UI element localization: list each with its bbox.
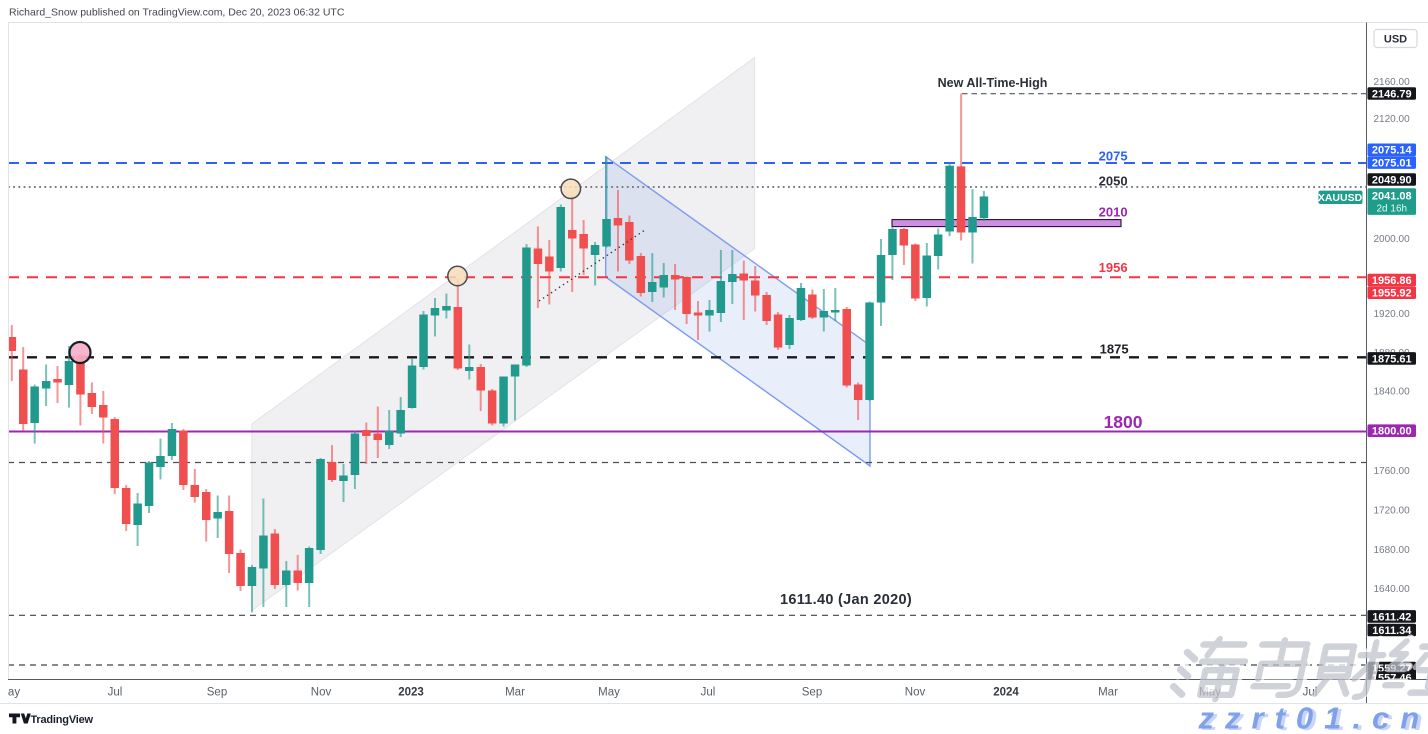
svg-text:1840.00: 1840.00 (1374, 386, 1411, 397)
svg-text:1956: 1956 (1099, 260, 1128, 275)
svg-text:1720.00: 1720.00 (1374, 505, 1411, 516)
svg-text:Mar: Mar (505, 687, 525, 699)
svg-text:1760.00: 1760.00 (1374, 466, 1411, 477)
svg-text:USD: USD (1384, 34, 1407, 46)
svg-text:1557.46: 1557.46 (1372, 672, 1412, 684)
svg-text:2000.00: 2000.00 (1374, 234, 1411, 245)
svg-text:zzrt01.cn: zzrt01.cn (1201, 702, 1428, 734)
svg-text:2120.00: 2120.00 (1374, 114, 1411, 125)
svg-text:1875.61: 1875.61 (1372, 353, 1412, 365)
svg-text:2049.90: 2049.90 (1372, 174, 1412, 186)
svg-text:2041.08: 2041.08 (1372, 191, 1412, 203)
svg-text:Jul: Jul (701, 687, 716, 699)
svg-text:New All-Time-High: New All-Time-High (938, 76, 1048, 90)
svg-text:1955.92: 1955.92 (1372, 288, 1412, 300)
svg-text:TradingView: TradingView (31, 714, 94, 726)
svg-text:Nov: Nov (311, 687, 332, 699)
svg-text:2050: 2050 (1099, 174, 1128, 189)
svg-text:1920.00: 1920.00 (1374, 309, 1411, 320)
svg-text:2075: 2075 (1099, 149, 1128, 164)
svg-text:2160.00: 2160.00 (1374, 77, 1411, 88)
svg-text:Richard_Snow published on Trad: Richard_Snow published on TradingView.co… (9, 7, 345, 19)
svg-text:Nov: Nov (905, 687, 926, 699)
svg-text:Sep: Sep (802, 687, 822, 699)
svg-text:1956.86: 1956.86 (1372, 275, 1412, 287)
svg-text:2146.79: 2146.79 (1372, 88, 1412, 100)
svg-text:Jul: Jul (108, 687, 123, 699)
svg-text:1611.34: 1611.34 (1372, 625, 1412, 637)
svg-text:2024: 2024 (993, 687, 1019, 699)
svg-text:ay: ay (8, 687, 20, 699)
svg-text:2075.14: 2075.14 (1372, 145, 1413, 157)
svg-text:2075.01: 2075.01 (1372, 158, 1412, 170)
svg-text:May: May (598, 687, 620, 699)
svg-text:2d 16h: 2d 16h (1377, 204, 1408, 215)
svg-text:1640.00: 1640.00 (1374, 584, 1411, 595)
svg-text:zzrt01.cn: zzrt01.cn (1198, 701, 1428, 734)
svg-text:2010: 2010 (1099, 205, 1128, 220)
svg-text:1611.42: 1611.42 (1372, 611, 1411, 623)
svg-text:1800.00: 1800.00 (1372, 426, 1412, 438)
svg-text:1680.00: 1680.00 (1374, 545, 1411, 556)
svg-text:1611.40 (Jan 2020): 1611.40 (Jan 2020) (780, 592, 912, 608)
svg-text:1800: 1800 (1104, 412, 1143, 432)
svg-text:1875: 1875 (1100, 342, 1129, 357)
svg-text:Mar: Mar (1098, 687, 1118, 699)
svg-text:Sep: Sep (207, 687, 227, 699)
svg-text:2023: 2023 (398, 687, 424, 699)
svg-text:XAUUSD: XAUUSD (1318, 192, 1363, 204)
